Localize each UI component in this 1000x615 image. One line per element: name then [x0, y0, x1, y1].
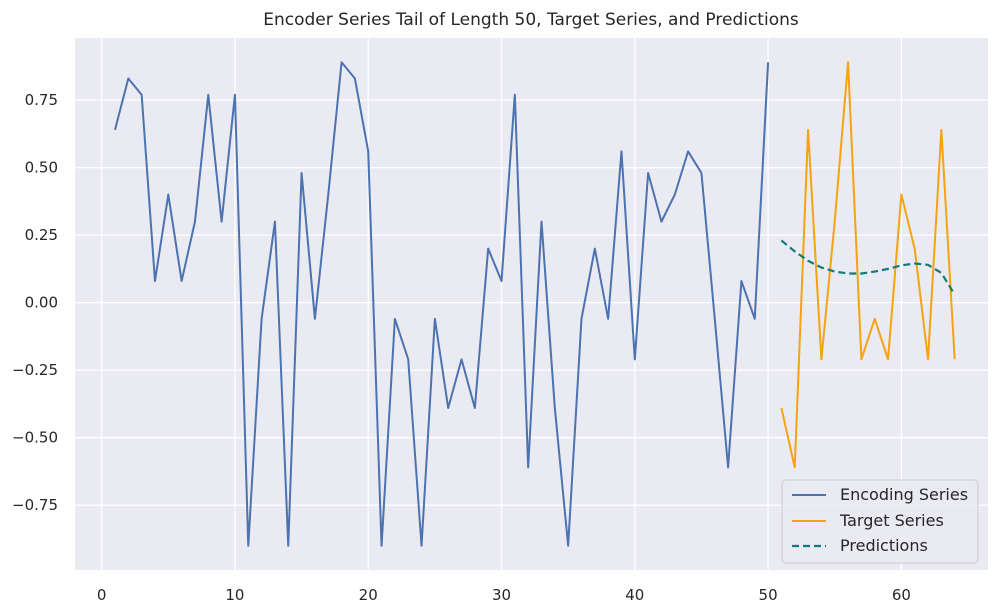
x-tick-label: 20: [359, 586, 378, 604]
series-line-predictions: [780, 239, 956, 296]
x-tick-label: 0: [97, 586, 107, 604]
chart-title: Encoder Series Tail of Length 50, Target…: [263, 10, 799, 30]
legend: Encoding Series Target Series Prediction…: [781, 479, 979, 564]
y-tick-label: −0.75: [12, 496, 58, 514]
x-tick-label: 30: [492, 586, 511, 604]
legend-label-encoding: Encoding Series: [840, 485, 968, 504]
series-line-target-series: [780, 61, 956, 469]
x-tick-label: 50: [759, 586, 778, 604]
y-tick-label: −0.25: [12, 361, 58, 379]
y-axis-ticks: 0.75 0.50 0.25 0.00 −0.25 −0.50 −0.75: [12, 91, 58, 514]
y-tick-label: −0.50: [12, 429, 58, 447]
legend-label-target: Target Series: [839, 511, 944, 530]
x-axis-ticks: 0 10 20 30 40 50 60: [97, 586, 911, 604]
y-tick-label: 0.50: [25, 159, 58, 177]
y-tick-label: 0.75: [25, 91, 58, 109]
legend-box: [781, 479, 979, 564]
legend-label-predictions: Predictions: [840, 536, 928, 555]
y-tick-label: 0.25: [25, 226, 58, 244]
series-lines: [114, 61, 956, 547]
x-tick-label: 60: [892, 586, 911, 604]
series-line-encoding-series: [114, 61, 770, 547]
x-tick-label: 10: [225, 586, 244, 604]
x-tick-label: 40: [625, 586, 644, 604]
y-tick-label: 0.00: [25, 294, 58, 312]
